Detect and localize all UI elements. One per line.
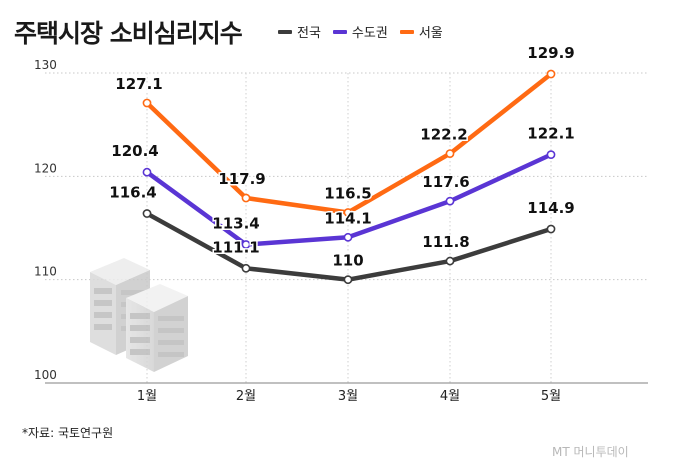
data-label-national: 114.9 [527, 199, 574, 217]
data-point-national [343, 275, 353, 285]
brand-logo: MT 머니투데이 [552, 445, 629, 459]
legend-swatch-capital [332, 29, 347, 34]
legend: 전국 수도권 서울 [278, 22, 443, 41]
data-point-capital [546, 150, 556, 160]
x-tick-label: 2월 [236, 389, 256, 404]
data-point-national [142, 209, 152, 218]
data-label-national: 116.4 [109, 184, 156, 202]
legend-item-national: 전국 [278, 22, 321, 41]
data-point-seoul [445, 149, 455, 158]
data-label-capital: 114.1 [324, 209, 371, 227]
chart-title: 주택시장 소비심리지수 [14, 19, 243, 48]
data-point-capital [142, 167, 152, 177]
buildings-illustration [90, 258, 188, 372]
legend-item-capital: 수도권 [332, 22, 388, 41]
data-point-seoul [546, 69, 556, 79]
data-label-national: 111.8 [422, 233, 469, 251]
data-label-seoul: 116.5 [324, 185, 371, 203]
data-label-seoul: 127.1 [115, 75, 162, 93]
y-tick-label: 120 [34, 161, 57, 175]
x-tick-label: 4월 [440, 389, 460, 404]
x-tick-label: 1월 [137, 389, 157, 404]
y-tick-label: 100 [34, 368, 57, 382]
data-label-national: 110 [332, 252, 363, 270]
source-note: *자료: 국토연구원 [22, 426, 114, 440]
data-label-capital: 113.4 [212, 215, 259, 233]
data-point-national [445, 256, 455, 266]
data-point-seoul [142, 98, 152, 108]
data-label-capital: 122.1 [527, 125, 574, 143]
data-point-capital [241, 240, 251, 249]
legend-item-seoul: 서울 [399, 22, 443, 41]
data-point-national [241, 263, 251, 273]
y-tick-label: 130 [34, 58, 57, 72]
data-point-capital [343, 232, 353, 242]
data-point-seoul [343, 208, 353, 217]
legend-label-seoul: 서울 [418, 26, 443, 41]
legend-swatch-seoul [399, 29, 414, 34]
y-tick-label: 110 [34, 265, 57, 279]
x-tick-label: 5월 [541, 389, 561, 404]
data-label-national: 111.1 [212, 238, 259, 256]
legend-label-capital: 수도권 [351, 26, 388, 41]
data-label-capital: 117.6 [422, 173, 469, 191]
data-point-capital [445, 196, 455, 206]
x-tick-label: 3월 [338, 389, 358, 404]
data-point-seoul [241, 193, 251, 203]
data-label-seoul: 117.9 [218, 170, 265, 188]
legend-swatch-national [278, 29, 292, 34]
data-label-seoul: 122.2 [420, 126, 467, 144]
data-label-capital: 120.4 [111, 142, 158, 160]
legend-label-national: 전국 [297, 26, 321, 41]
data-label-seoul: 129.9 [527, 44, 574, 62]
data-point-national [546, 224, 556, 234]
